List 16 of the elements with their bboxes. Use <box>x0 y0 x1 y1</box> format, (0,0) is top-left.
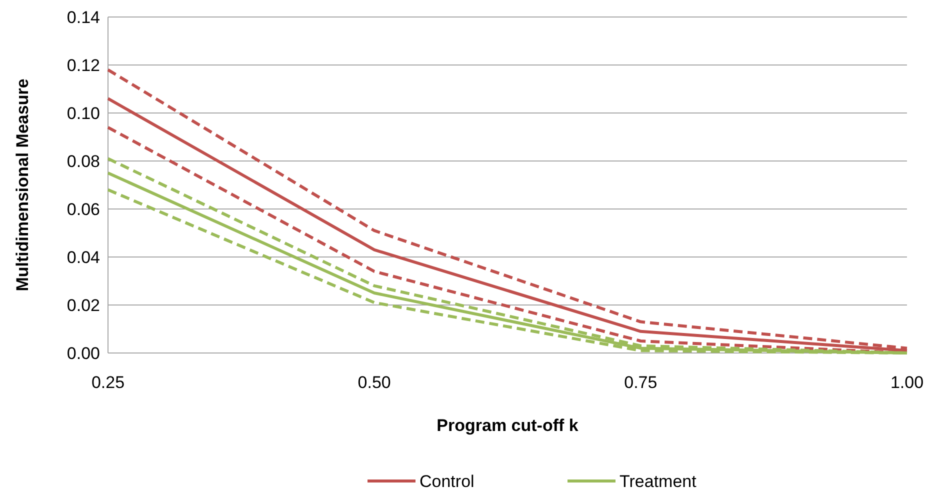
legend-label: Treatment <box>620 472 697 491</box>
y-tick-label: 0.12 <box>66 56 100 75</box>
y-tick-label: 0.02 <box>66 296 100 315</box>
y-tick-label: 0.06 <box>66 200 100 219</box>
x-axis-title: Program cut-off k <box>436 416 579 435</box>
y-tick-label: 0.14 <box>66 8 100 27</box>
legend-label: Control <box>420 472 474 491</box>
x-tick-label: 1.00 <box>890 373 924 392</box>
y-axis-title: Multidimensional Measure <box>13 78 32 292</box>
y-tick-label: 0.04 <box>66 248 100 267</box>
y-tick-label: 0.08 <box>66 152 100 171</box>
y-tick-label: 0.00 <box>66 344 100 363</box>
y-tick-label: 0.10 <box>66 104 100 123</box>
x-tick-label: 0.50 <box>358 373 391 392</box>
x-tick-label: 0.75 <box>624 373 658 392</box>
x-tick-label: 0.25 <box>91 373 125 392</box>
